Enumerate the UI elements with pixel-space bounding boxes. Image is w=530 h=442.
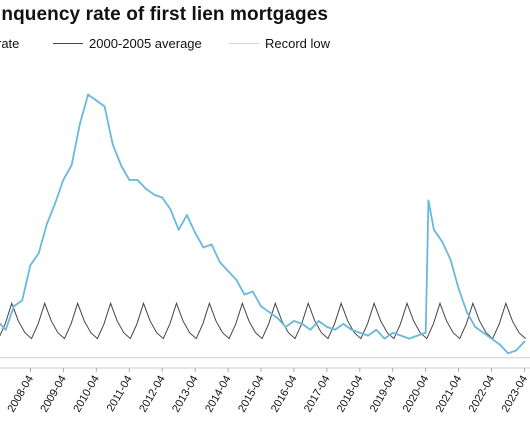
x-tick-label: 2010-04 — [71, 374, 102, 415]
rate-point — [284, 325, 287, 328]
x-tick-label: 2021-04 — [434, 374, 465, 415]
rate-point — [54, 202, 57, 205]
rate-point — [424, 331, 427, 334]
rate-point — [111, 143, 114, 146]
rate-point — [161, 196, 164, 199]
rate-point — [87, 93, 89, 96]
legend-item-rate: rate — [0, 36, 19, 51]
rate-point — [235, 278, 238, 281]
x-tick-label: 2008-04 — [5, 374, 36, 415]
rate-point — [103, 105, 106, 108]
x-tick-label: 2016-04 — [269, 374, 300, 415]
rate-point — [21, 299, 24, 302]
legend-swatch-average — [53, 43, 83, 44]
rate-point — [45, 223, 48, 225]
rate-point — [210, 243, 213, 246]
rate-point — [194, 231, 197, 234]
x-tick-label: 2013-04 — [170, 374, 201, 415]
x-tick-label: 2022-04 — [467, 373, 498, 414]
x-tick-label: 2023-04 — [500, 374, 530, 415]
x-axis: 2008-04 2009-04 2010-04 2011-04 2012-04 2013-… — [0, 367, 530, 415]
rate-point — [301, 323, 304, 325]
rate-point — [457, 287, 460, 290]
rate-point — [218, 261, 221, 264]
rate-point — [251, 290, 254, 293]
x-tick-label: 2017-04 — [302, 374, 333, 415]
rate-point — [482, 331, 485, 334]
x-tick-label: 2014-04 — [203, 374, 234, 415]
rate-point — [427, 199, 430, 202]
chart-title: inquency rate of first lien mortgages — [0, 4, 329, 25]
rate-point — [29, 264, 32, 266]
rate-point — [13, 305, 15, 308]
legend-label-rate: rate — [0, 36, 20, 51]
rate-point — [202, 246, 205, 249]
rate-point — [367, 334, 369, 337]
x-tick-label: 2020-04 — [401, 374, 432, 415]
rate-layer — [0, 93, 526, 355]
rate-line — [0, 93, 526, 355]
x-tick-label: 2012-04 — [137, 374, 168, 415]
rate-point — [268, 311, 271, 314]
legend-item-average: 2000-2005 average — [53, 36, 202, 51]
legend: rate 2000-2005 average Record low — [0, 36, 527, 54]
rate-point — [391, 331, 394, 334]
x-tick-label: 2015-04 — [236, 374, 267, 415]
rate-point — [243, 293, 246, 296]
rate-point — [185, 214, 188, 217]
rate-point — [95, 99, 98, 102]
rate-point — [293, 320, 295, 322]
rate-point — [153, 193, 155, 196]
rate-point — [70, 164, 73, 167]
rate-point — [4, 328, 7, 331]
rate-point — [433, 228, 435, 231]
rate-point — [128, 178, 131, 181]
x-tick-label: 2011-04 — [105, 374, 135, 414]
rate-point — [498, 343, 501, 346]
rate-point — [325, 325, 328, 328]
legend-swatch-record-low — [229, 43, 259, 44]
x-tick-label: 2018-04 — [335, 374, 366, 415]
rate-point — [317, 320, 320, 322]
rate-point — [309, 328, 312, 331]
rate-point — [400, 334, 402, 337]
rate-point — [177, 228, 180, 231]
average-layer — [0, 301, 526, 340]
rate-point — [408, 337, 411, 340]
rate-point — [37, 252, 40, 255]
rate-point — [169, 208, 172, 211]
rate-point — [78, 123, 81, 125]
rate-point — [62, 178, 65, 181]
rate-point — [507, 352, 509, 355]
rate-point — [441, 240, 444, 243]
rate-point — [465, 311, 468, 314]
rate-point — [474, 325, 477, 328]
legend-item-record-low: Record low — [229, 36, 330, 51]
x-tick-label: 2019-04 — [368, 374, 399, 415]
rate-point — [227, 270, 229, 272]
legend-label-average: 2000-2005 average — [89, 36, 202, 51]
rate-point — [375, 328, 378, 331]
rate-point — [515, 349, 518, 352]
average-line — [0, 301, 526, 340]
rate-point — [260, 305, 262, 308]
rate-point — [416, 334, 419, 337]
rate-point — [120, 164, 122, 167]
rate-point — [136, 178, 139, 181]
rate-point — [276, 317, 279, 319]
rate-point — [144, 187, 147, 190]
rate-point — [334, 328, 337, 331]
rate-point — [523, 340, 526, 343]
rate-point — [350, 328, 353, 331]
legend-label-record-low: Record low — [265, 36, 331, 51]
rate-point — [342, 323, 345, 325]
x-tick-label: 2009-04 — [38, 374, 69, 415]
rate-point — [358, 331, 361, 334]
rate-point — [490, 337, 493, 340]
rate-point — [449, 258, 452, 261]
rate-point — [383, 337, 386, 340]
